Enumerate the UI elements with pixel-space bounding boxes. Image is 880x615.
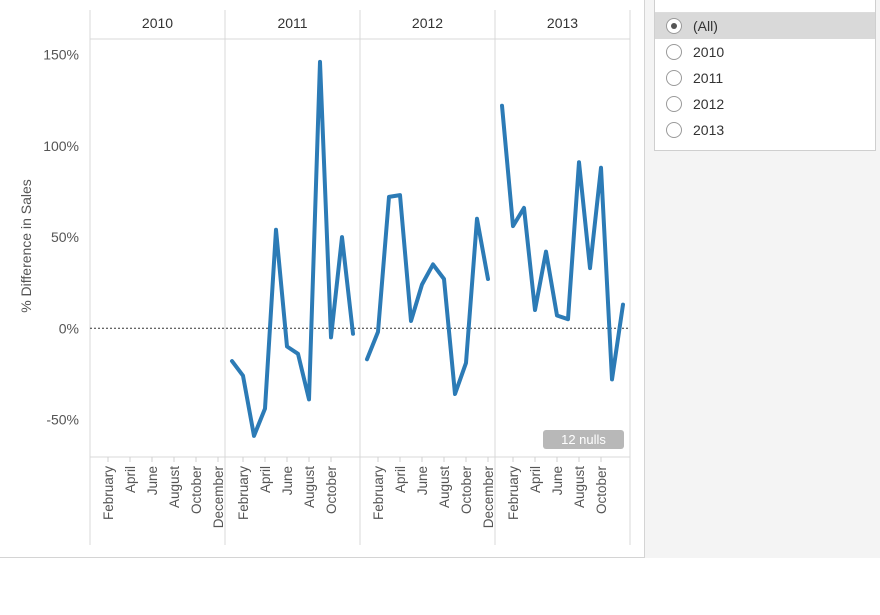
line-chart: 2010 2011 2012 2013 % Difference in Sale… <box>18 10 631 545</box>
nulls-indicator-text[interactable]: 12 nulls <box>561 432 606 447</box>
month-tick-label: April <box>123 466 138 493</box>
pane-header-2013: 2013 <box>547 15 578 31</box>
month-tick-label: April <box>528 466 543 493</box>
month-tick-label: December <box>211 466 226 529</box>
y-tick-label: 0% <box>59 320 79 336</box>
month-tick-label: August <box>302 466 317 508</box>
filter-option-2012[interactable]: 2012 <box>655 91 875 117</box>
filter-option-2011[interactable]: 2011 <box>655 65 875 91</box>
pane-header-2010: 2010 <box>142 15 173 31</box>
filter-option-label: 2011 <box>693 70 724 86</box>
pane-header-2012: 2012 <box>412 15 443 31</box>
radio-icon[interactable] <box>666 96 682 112</box>
y-tick-label: 50% <box>51 229 79 245</box>
month-tick-label: February <box>101 466 116 520</box>
month-tick-label: June <box>280 466 295 495</box>
filter-header <box>655 0 875 13</box>
radio-icon[interactable] <box>666 122 682 138</box>
month-tick-label: February <box>371 466 386 520</box>
y-axis-ticks: 150% 100% 50% 0% -50% <box>43 47 79 428</box>
filter-option-2010[interactable]: 2010 <box>655 39 875 65</box>
viz-panel: 2010 2011 2012 2013 % Difference in Sale… <box>0 0 645 558</box>
pane-header-2011: 2011 <box>277 15 307 31</box>
month-tick-label: June <box>415 466 430 495</box>
month-tick-label: October <box>594 466 609 515</box>
nulls-indicator-badge[interactable] <box>543 430 624 449</box>
month-tick-label: June <box>550 466 565 495</box>
filter-option-label: 2010 <box>693 44 725 60</box>
month-tick-label: December <box>481 466 496 529</box>
month-tick-label: August <box>437 466 452 508</box>
month-tick-label: February <box>236 466 251 520</box>
radio-icon[interactable] <box>666 70 682 86</box>
series-line-2013[interactable] <box>500 103 625 382</box>
month-tick-label: June <box>145 466 160 495</box>
series-layer <box>230 59 625 438</box>
filter-option-all[interactable]: (All) <box>655 13 875 39</box>
y-axis-title: % Difference in Sales <box>18 179 34 313</box>
filter-option-label: 2012 <box>693 96 725 112</box>
series-line-2012[interactable] <box>365 193 490 396</box>
month-tick-label: April <box>258 466 273 493</box>
year-filter-panel: (All) 2010 2011 2012 2013 <box>654 0 876 151</box>
y-tick-label: -50% <box>46 412 79 428</box>
radio-icon[interactable] <box>666 44 682 60</box>
month-tick-label: October <box>189 466 204 515</box>
month-tick-label: April <box>393 466 408 493</box>
y-tick-label: 100% <box>43 138 79 154</box>
filter-option-label: 2013 <box>693 122 725 138</box>
month-tick-label: October <box>459 466 474 515</box>
month-axis-labels: February April June August October December Fe… <box>101 457 609 528</box>
month-tick-label: August <box>572 466 587 508</box>
nulls-indicator[interactable]: 12 nulls <box>543 430 624 449</box>
bottom-blank-area <box>0 558 880 615</box>
month-tick-label: August <box>167 466 182 508</box>
y-tick-label: 150% <box>43 47 79 63</box>
month-tick-label: February <box>506 466 521 520</box>
month-tick-label: October <box>324 466 339 515</box>
radio-selected-icon[interactable] <box>666 18 682 34</box>
series-line-2011[interactable] <box>230 59 355 438</box>
filter-option-label: (All) <box>693 18 718 34</box>
filter-option-2013[interactable]: 2013 <box>655 117 875 143</box>
